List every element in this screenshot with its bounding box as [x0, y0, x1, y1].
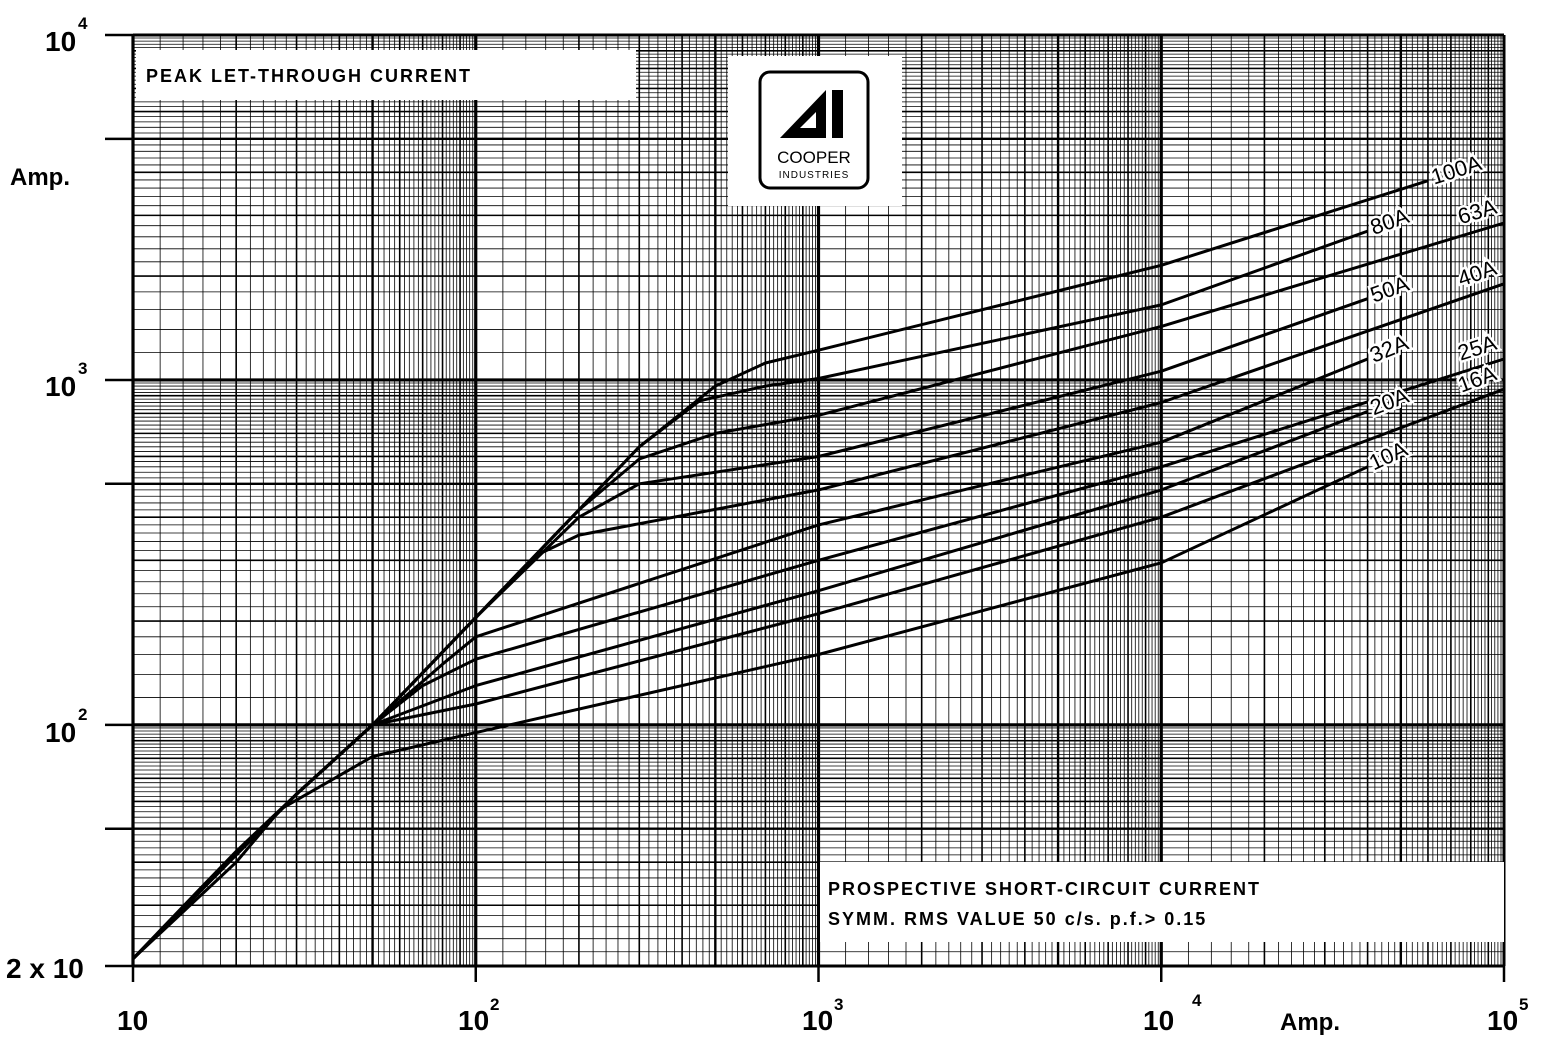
y-tick-label: 10	[45, 371, 76, 402]
y-axis-unit: Amp.	[10, 164, 70, 191]
x-tick-label: 10	[117, 1005, 148, 1036]
x-axis-unit: Amp.	[1280, 1009, 1340, 1036]
series-curves	[131, 179, 1505, 960]
y-tick-exponent: 3	[78, 359, 87, 378]
y-tick-label: 2 x 10	[6, 953, 84, 984]
logo-line2: INDUSTRIES	[779, 170, 850, 181]
x-tick-label: 10	[1143, 1005, 1174, 1036]
chart-title: PEAK LET-THROUGH CURRENT	[146, 66, 472, 86]
x-tick-label: 10	[802, 1005, 833, 1036]
x-axis-label: PROSPECTIVE SHORT-CIRCUIT CURRENT	[828, 879, 1261, 899]
series-line-10A	[131, 465, 1369, 960]
y-tick-exponent: 2	[78, 705, 87, 724]
grid-lines	[131, 35, 1504, 967]
logo-line1: COOPER	[777, 148, 851, 167]
x-tick-labels: 10 10 2 10 3 10 4 10 5	[117, 991, 1528, 1036]
x-axis-label-sub: SYMM. RMS VALUE 50 c/s. p.f.> 0.15	[828, 909, 1207, 929]
cooper-logo: COOPER INDUSTRIES	[728, 56, 902, 206]
x-tick-exponent: 5	[1519, 995, 1528, 1014]
x-tick-exponent: 2	[490, 995, 499, 1014]
x-tick-exponent: 4	[1192, 991, 1202, 1010]
y-tick-label: 10	[45, 717, 76, 748]
plot-frame	[105, 33, 1506, 982]
x-tick-label: 10	[1487, 1005, 1518, 1036]
xlabel-box: PROSPECTIVE SHORT-CIRCUIT CURRENT SYMM. …	[820, 862, 1504, 942]
series-line-16A	[131, 387, 1505, 960]
y-tick-exponent: 4	[78, 14, 88, 33]
y-tick-label: 10	[45, 26, 76, 57]
y-tick-labels: 2 x 10 10 2 10 3 10 4	[6, 14, 88, 984]
title-box: PEAK LET-THROUGH CURRENT	[136, 50, 636, 100]
x-tick-label: 10	[458, 1005, 489, 1036]
x-tick-exponent: 3	[834, 995, 843, 1014]
logo-triangle-cutout-icon	[800, 112, 816, 128]
logo-bar-icon	[832, 90, 843, 138]
